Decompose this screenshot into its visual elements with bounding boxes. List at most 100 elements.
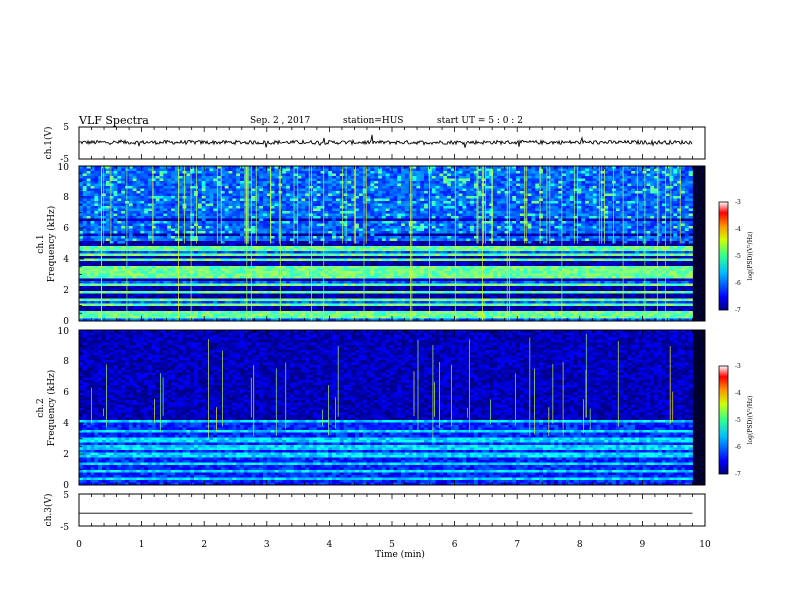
spectrogram-cell [174,201,180,204]
spectrogram-cell [512,206,517,209]
spectrogram-cell [171,228,176,232]
spectrogram-cell [171,188,176,192]
spectrogram-cell [577,208,582,212]
spectrogram-cell [608,236,613,239]
spectrogram-cell [657,176,663,179]
spectrogram-cell [335,203,341,207]
spectrogram-cell [316,228,321,232]
spectrogram-cell [79,238,84,242]
spectrogram-cell [316,213,321,217]
spectrogram-cell [121,206,126,209]
spectrogram-cell [450,218,456,222]
spectrogram-cell [454,178,459,182]
spectrogram-cell [546,186,552,189]
spectrogram-cell [289,208,295,212]
spectrogram-cell [190,196,195,199]
spectrogram-cell [401,201,406,204]
spectrogram-cell [224,178,229,182]
spectrogram-cell [539,171,544,174]
spectrogram-cell [102,201,107,204]
spectrogram-cell [171,181,176,184]
spectrogram-cell [592,193,598,197]
spectrogram-cell [217,241,222,244]
spectrogram-cell [573,173,578,177]
spectrogram-cell [178,198,183,202]
spectrogram-cell [592,226,598,229]
spectrogram-cell [316,223,321,227]
spectrogram-cell [86,166,91,169]
spectrogram-cell [420,193,425,197]
spectrogram-cell [397,168,402,172]
spectrogram-cell [604,198,609,202]
spectrogram-cell [562,171,567,174]
spectrogram-cell [665,183,670,187]
spectrogram-cell [496,216,502,219]
spectrogram-cell [646,226,651,229]
spectrogram-cell [677,193,682,197]
spectrogram-cell [512,233,517,237]
spectrogram-cell [209,226,214,229]
spectrogram-cell [328,238,333,242]
spectrogram-cell [151,221,157,224]
spectrogram-cell [447,211,452,214]
spectrogram-cell [148,233,153,237]
spectrogram-cell [408,218,413,222]
spectrogram-cell [370,191,375,194]
spectrogram-cell [623,191,628,194]
spectrogram-cell [615,213,621,217]
spectrogram-cell [274,241,279,244]
spectrogram-cell [358,213,364,217]
spectrogram-cell [197,191,203,194]
spectrogram-cell [209,228,214,232]
spectrogram-cell [424,186,429,189]
spectrogram-cell [542,188,548,192]
spectrogram-cell [274,188,279,192]
spectrogram-cell [332,236,337,239]
spectrogram-cell [286,193,291,197]
spectrogram-cell [500,201,505,204]
spectrogram-cell [661,238,667,242]
spectrogram-cell [688,206,693,209]
spectrogram-cell [351,168,356,172]
spectrogram-cell [228,186,233,189]
spectrogram-cell [163,193,168,197]
spectrogram-cell [473,211,479,214]
spectrogram-cell [627,206,632,209]
spectrogram-cell [297,211,302,214]
spectrogram-cell [378,198,383,202]
spectrogram-cell [611,206,617,209]
spectrogram-cell [577,238,582,242]
spectrogram-cell [500,216,505,219]
spectrogram-cell [320,211,325,214]
spectrogram-cell [535,216,540,219]
spectrogram-cell [661,201,667,204]
spectrogram-cell [178,168,183,172]
spectrogram-cell [627,183,632,187]
spectrogram-cell [186,221,191,224]
spectrogram-cell [562,228,567,232]
spectrogram-cell [408,216,413,219]
spectrogram-cell [550,213,555,217]
spectrogram-cell [466,193,471,197]
spectrogram-cell [397,176,402,179]
spectrogram-cell [408,206,413,209]
spectrogram-cell [596,178,601,182]
spectrogram-cell [289,196,295,199]
spectrogram-cell [588,231,594,234]
spectrogram-cell [408,238,413,242]
spectrogram-cell [585,181,590,184]
spectrogram-cell [358,166,364,169]
spectrogram-cell [370,218,375,222]
spectrogram-cell [358,223,364,227]
spectrogram-cell [450,208,456,212]
spectrogram-cell [669,228,674,232]
spectrogram-cell [132,221,137,224]
spectrogram-cell [155,231,160,234]
spectrogram-cell [163,173,168,177]
spectrogram-cell [623,166,628,169]
spectrogram-cell [581,238,586,242]
spectrogram-cell [297,168,302,172]
spectrogram-cell [240,176,245,179]
spectrogram-cell [458,181,463,184]
spectrogram-cell [339,171,344,174]
